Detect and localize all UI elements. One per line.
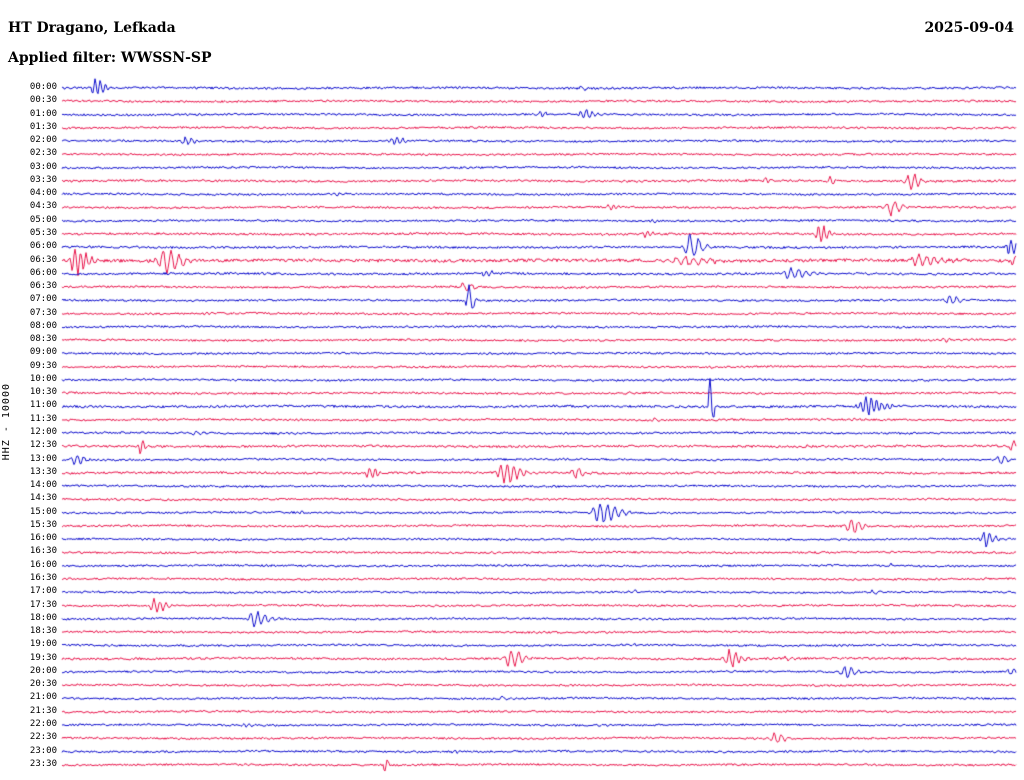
helicorder-canvas — [0, 0, 1024, 780]
